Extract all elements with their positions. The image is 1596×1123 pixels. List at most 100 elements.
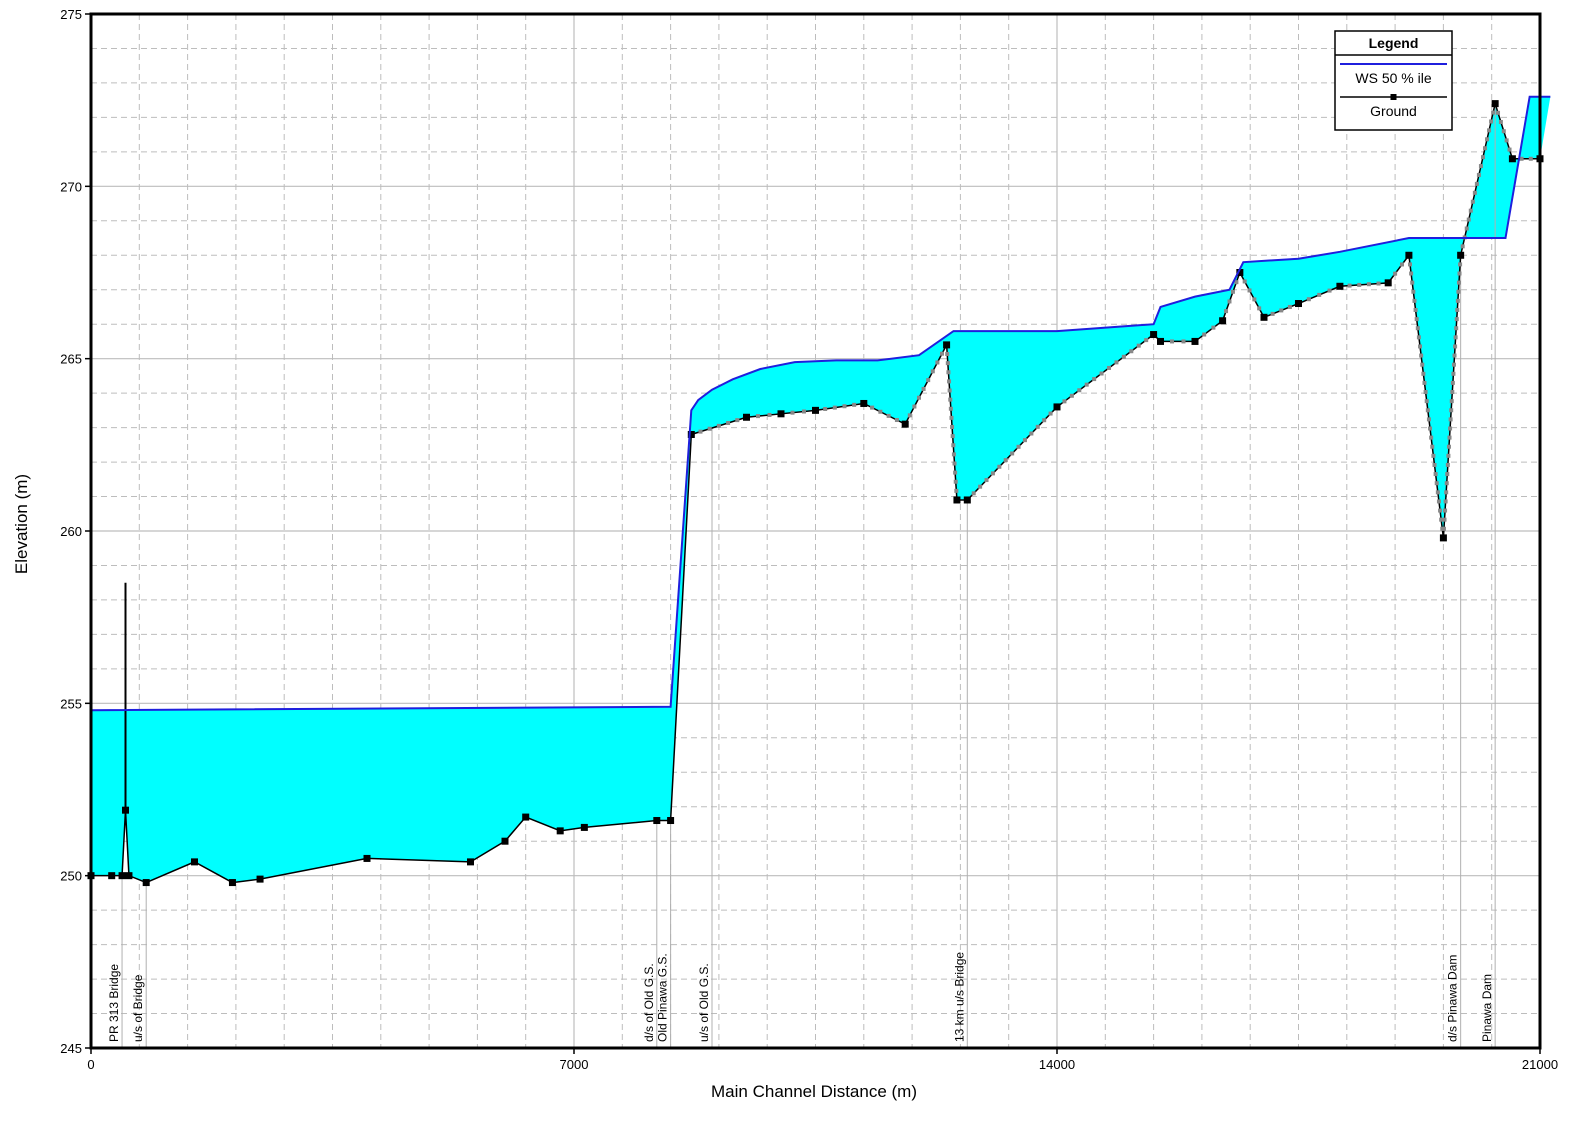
ground-interp-marker [1418,344,1423,349]
ground-interp-marker [1447,435,1452,440]
ground-interp-marker [951,452,956,457]
ground-interp-marker [1470,199,1475,204]
ground-interp-marker [1317,292,1322,297]
ground-interp-marker [1077,388,1082,393]
ground-interp-marker [1519,156,1524,161]
x-tick-label: 14000 [1039,1057,1075,1072]
ground-point [653,817,661,825]
ground-point [256,875,264,883]
ground-interp-marker [1428,426,1433,431]
ground-interp-marker [790,410,795,415]
ground-profile [87,100,1544,887]
ground-interp-marker [1456,289,1461,294]
ground-interp-marker [1211,325,1216,330]
ground-interp-marker [1227,299,1232,304]
ground-interp-marker [947,388,952,393]
ground-interp-marker [1450,380,1455,385]
ground-interp-marker [1483,146,1488,151]
ground-point [580,823,588,831]
ground-interp-marker [802,409,806,414]
ground-interp-marker [1327,288,1332,293]
ground-interp-marker [1444,481,1449,486]
ground-interp-marker [878,409,883,414]
ground-interp-marker [954,488,959,493]
ground-interp-marker [1003,458,1008,463]
x-tick-label: 21000 [1522,1057,1558,1072]
ground-interp-marker [1357,282,1362,287]
ground-interp-marker [1347,283,1352,288]
ground-interp-marker [1458,262,1463,267]
ground-interp-marker [1257,306,1262,311]
ground-interp-marker [921,386,926,391]
x-tick-label: 7000 [560,1057,589,1072]
ground-interp-marker [1442,517,1447,522]
ground-interp-marker [1366,282,1371,287]
ground-point [777,410,785,418]
ground-interp-marker [1445,472,1450,477]
ground-interp-marker [935,360,940,365]
ground-interp-marker [1464,226,1469,231]
station-label: Old Pinawa G.S. [656,953,670,1042]
ground-interp-marker [1434,481,1439,486]
ground-point [191,858,198,866]
ground-interp-marker [1498,119,1503,124]
ground-interp-marker [1084,382,1089,387]
ground-interp-marker [1444,490,1449,495]
ground-interp-marker [1069,393,1074,398]
ground-point [667,817,675,825]
ground-interp-marker [756,414,760,419]
ground-interp-marker [1429,435,1434,440]
axes: 0 7000 14000 21000 245 250 255 260 265 270 275 [60,7,1558,1072]
ground-interp-marker [1422,380,1427,385]
ground-interp-marker [990,471,995,476]
ground-interp-marker [1419,353,1424,358]
ground-interp-marker [1450,390,1455,395]
ground-point [1508,155,1516,163]
ground-interp-marker [832,405,837,410]
ground-interp-marker [1170,339,1174,344]
ground-interp-marker [1129,349,1134,354]
station-label: d/s Pinawa Dam [1446,955,1460,1042]
legend-box [1334,30,1453,131]
ground-interp-marker [1439,517,1444,522]
ground-interp-marker [823,406,828,411]
ground-interp-marker [1413,307,1418,312]
ground-interp-marker [1306,297,1311,302]
ground-interp-marker [940,351,944,356]
ground-point [1260,313,1268,321]
ground-interp-marker [1443,508,1448,513]
y-tick-label: 255 [60,696,82,711]
ground-point [363,854,371,862]
ground-point [556,827,564,835]
ground-interp-marker [948,397,953,402]
ground-interp-marker [1435,490,1440,495]
ground-interp-marker [726,421,731,426]
ground-interp-marker [1436,499,1441,504]
ground-point [1191,337,1199,345]
ground-point [142,879,150,887]
ground-interp-marker [1416,335,1421,340]
ground-interp-marker [1445,462,1450,467]
ground-point [1295,300,1302,308]
ground-interp-marker [1270,311,1275,316]
ground-point [522,813,530,821]
ground-interp-marker [852,402,857,407]
ground-interp-marker [1414,317,1419,322]
ground-interp-marker [1230,289,1235,294]
ground-interp-marker [1400,262,1404,267]
ground-interp-marker [1022,438,1027,443]
ground-point [1491,100,1499,108]
ground-interp-marker [1136,343,1141,348]
ground-interp-marker [1287,304,1292,309]
ground-point [943,341,951,349]
legend-ws-label: WS 50 % ile [1355,70,1431,86]
ground-interp-marker [1242,279,1247,284]
ground-interp-marker [1496,110,1501,115]
ground-interp-marker [951,443,956,448]
ground-interp-marker [1202,332,1207,337]
ground-interp-marker [1443,499,1448,504]
ground-point [1336,282,1344,290]
ground-interp-marker [1504,138,1509,143]
ground-point [1457,251,1465,259]
ground-point [108,872,116,880]
